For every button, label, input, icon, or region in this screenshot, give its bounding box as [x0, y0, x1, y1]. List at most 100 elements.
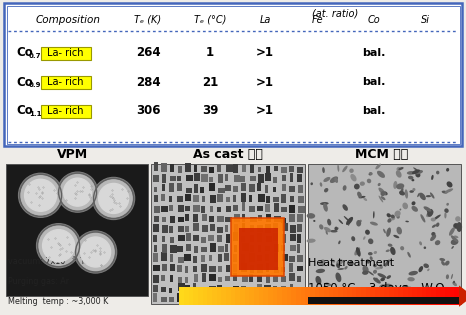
Polygon shape — [459, 285, 466, 307]
Text: 1.1: 1.1 — [29, 111, 41, 117]
Bar — [289, 186, 295, 192]
Ellipse shape — [411, 206, 418, 212]
Bar — [217, 295, 222, 302]
Bar — [177, 196, 184, 202]
Bar — [185, 214, 189, 221]
Bar — [161, 163, 167, 172]
Bar — [178, 246, 183, 252]
Circle shape — [63, 178, 92, 206]
Bar — [281, 267, 285, 272]
Ellipse shape — [375, 266, 383, 270]
Bar — [248, 287, 254, 293]
Ellipse shape — [424, 246, 426, 249]
Bar — [209, 216, 214, 222]
Text: Si: Si — [420, 15, 430, 25]
Ellipse shape — [430, 235, 436, 241]
Bar — [290, 245, 296, 251]
Bar — [154, 186, 157, 192]
Text: >1: >1 — [256, 76, 274, 89]
Bar — [258, 167, 261, 172]
Bar — [403, 287, 408, 305]
Ellipse shape — [342, 166, 348, 172]
Ellipse shape — [396, 183, 404, 189]
Bar — [257, 225, 263, 232]
Bar — [169, 297, 174, 302]
Bar — [226, 287, 231, 305]
Bar — [450, 287, 455, 305]
Ellipse shape — [386, 249, 390, 252]
Ellipse shape — [454, 236, 459, 238]
Text: >1: >1 — [256, 105, 274, 117]
Bar — [225, 253, 229, 261]
Bar — [289, 233, 295, 241]
Ellipse shape — [319, 260, 325, 265]
Bar — [193, 296, 199, 301]
Ellipse shape — [437, 288, 440, 293]
Ellipse shape — [442, 191, 448, 194]
Bar — [194, 246, 199, 253]
Bar — [282, 294, 285, 301]
Ellipse shape — [322, 167, 325, 173]
Bar — [265, 173, 271, 181]
Ellipse shape — [356, 220, 361, 226]
Bar — [288, 255, 295, 262]
Bar — [203, 287, 208, 305]
Bar — [250, 225, 254, 232]
Circle shape — [58, 172, 97, 212]
Bar — [290, 225, 295, 233]
Ellipse shape — [408, 287, 415, 295]
Bar — [265, 284, 271, 292]
Ellipse shape — [336, 227, 339, 230]
Ellipse shape — [436, 171, 439, 175]
Bar — [200, 187, 204, 193]
Bar — [297, 214, 303, 222]
Bar — [257, 265, 263, 273]
Ellipse shape — [412, 188, 416, 191]
Bar — [281, 276, 286, 283]
Bar — [273, 177, 277, 183]
Bar — [241, 293, 247, 301]
Bar — [426, 287, 432, 305]
Bar — [333, 287, 338, 305]
Text: Tₑ (K): Tₑ (K) — [134, 15, 162, 25]
Bar — [7, 5, 459, 144]
Bar — [193, 287, 199, 305]
Bar — [154, 216, 158, 222]
Bar — [6, 164, 148, 296]
FancyBboxPatch shape — [41, 76, 90, 89]
Bar — [193, 214, 199, 221]
Ellipse shape — [330, 264, 335, 266]
Text: Purging gas: Ar: Purging gas: Ar — [8, 278, 69, 286]
Bar — [161, 194, 164, 201]
Bar — [153, 275, 159, 283]
Ellipse shape — [351, 236, 355, 241]
Ellipse shape — [348, 218, 350, 226]
Bar — [249, 274, 254, 282]
Text: As cast 조직: As cast 조직 — [193, 148, 263, 161]
Bar — [233, 254, 237, 262]
Bar — [258, 215, 262, 221]
Bar — [266, 196, 270, 203]
Bar — [289, 273, 295, 281]
Ellipse shape — [407, 171, 415, 175]
Bar — [153, 253, 158, 262]
Bar — [185, 266, 188, 272]
Ellipse shape — [363, 236, 365, 240]
Bar — [282, 184, 286, 191]
Text: Co: Co — [16, 76, 33, 89]
Text: Torr: Torr — [78, 257, 96, 266]
Bar — [301, 287, 306, 305]
Ellipse shape — [391, 215, 395, 218]
Ellipse shape — [350, 169, 354, 173]
Bar — [297, 296, 302, 301]
Bar — [178, 204, 184, 212]
Bar — [288, 292, 293, 301]
Bar — [185, 294, 189, 303]
Bar — [240, 176, 245, 182]
Bar — [366, 287, 371, 305]
Circle shape — [60, 174, 96, 210]
Ellipse shape — [366, 259, 370, 264]
Bar — [297, 276, 301, 282]
Ellipse shape — [377, 183, 381, 186]
Circle shape — [39, 226, 79, 266]
